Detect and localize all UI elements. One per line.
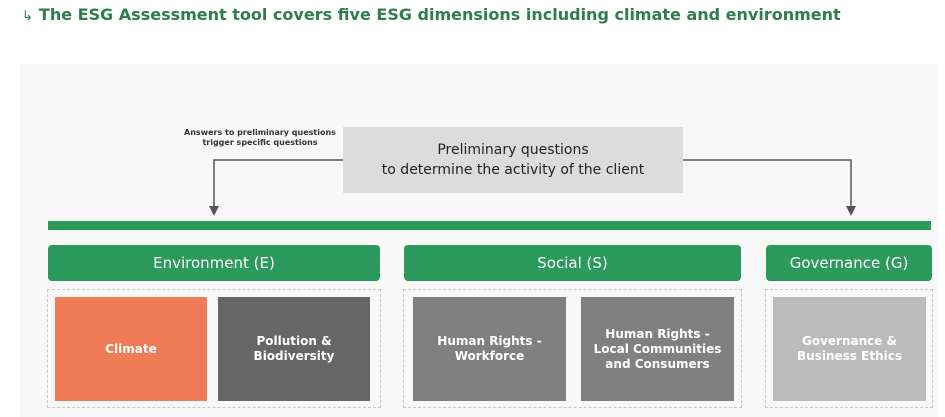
preliminary-line-2: to determine the activity of the client (381, 162, 645, 178)
pollution-biodiversity-box: Pollution & Biodiversity (218, 297, 370, 401)
arrow-down-right-icon: ↳ (22, 9, 33, 24)
climate-box: Climate (55, 297, 207, 401)
environment-header: Environment (E) (48, 245, 380, 281)
preliminary-line-1: Preliminary questions (437, 142, 589, 158)
hr-communities-box: Human Rights - Local Communities and Con… (581, 297, 734, 401)
governance-ethics-box: Governance & Business Ethics (773, 297, 926, 401)
trigger-note: Answers to preliminary questions trigger… (184, 128, 336, 147)
governance-ethics-label: Governance & Business Ethics (797, 334, 902, 363)
social-header: Social (S) (404, 245, 741, 281)
social-group (403, 289, 742, 408)
figure-caption: ↳ The ESG Assessment tool covers five ESG… (22, 5, 841, 24)
hr-workforce-label: Human Rights - Workforce (437, 334, 542, 363)
left-arrow-line (213, 159, 343, 210)
right-arrow-line (683, 159, 852, 210)
green-divider-bar (48, 221, 931, 230)
environment-group (47, 289, 381, 408)
governance-header: Governance (G) (766, 245, 932, 281)
hr-communities-label: Human Rights - Local Communities and Con… (593, 326, 722, 371)
right-arrow-head (846, 206, 856, 216)
caption-text: The ESG Assessment tool covers five ESG … (38, 5, 841, 24)
pollution-biodiversity-label: Pollution & Biodiversity (253, 334, 335, 363)
hr-workforce-box: Human Rights - Workforce (413, 297, 566, 401)
left-arrow-head (209, 206, 219, 216)
climate-label: Climate (105, 341, 157, 356)
governance-group (765, 289, 933, 408)
preliminary-questions-box: Preliminary questions to determine the a… (343, 127, 683, 193)
